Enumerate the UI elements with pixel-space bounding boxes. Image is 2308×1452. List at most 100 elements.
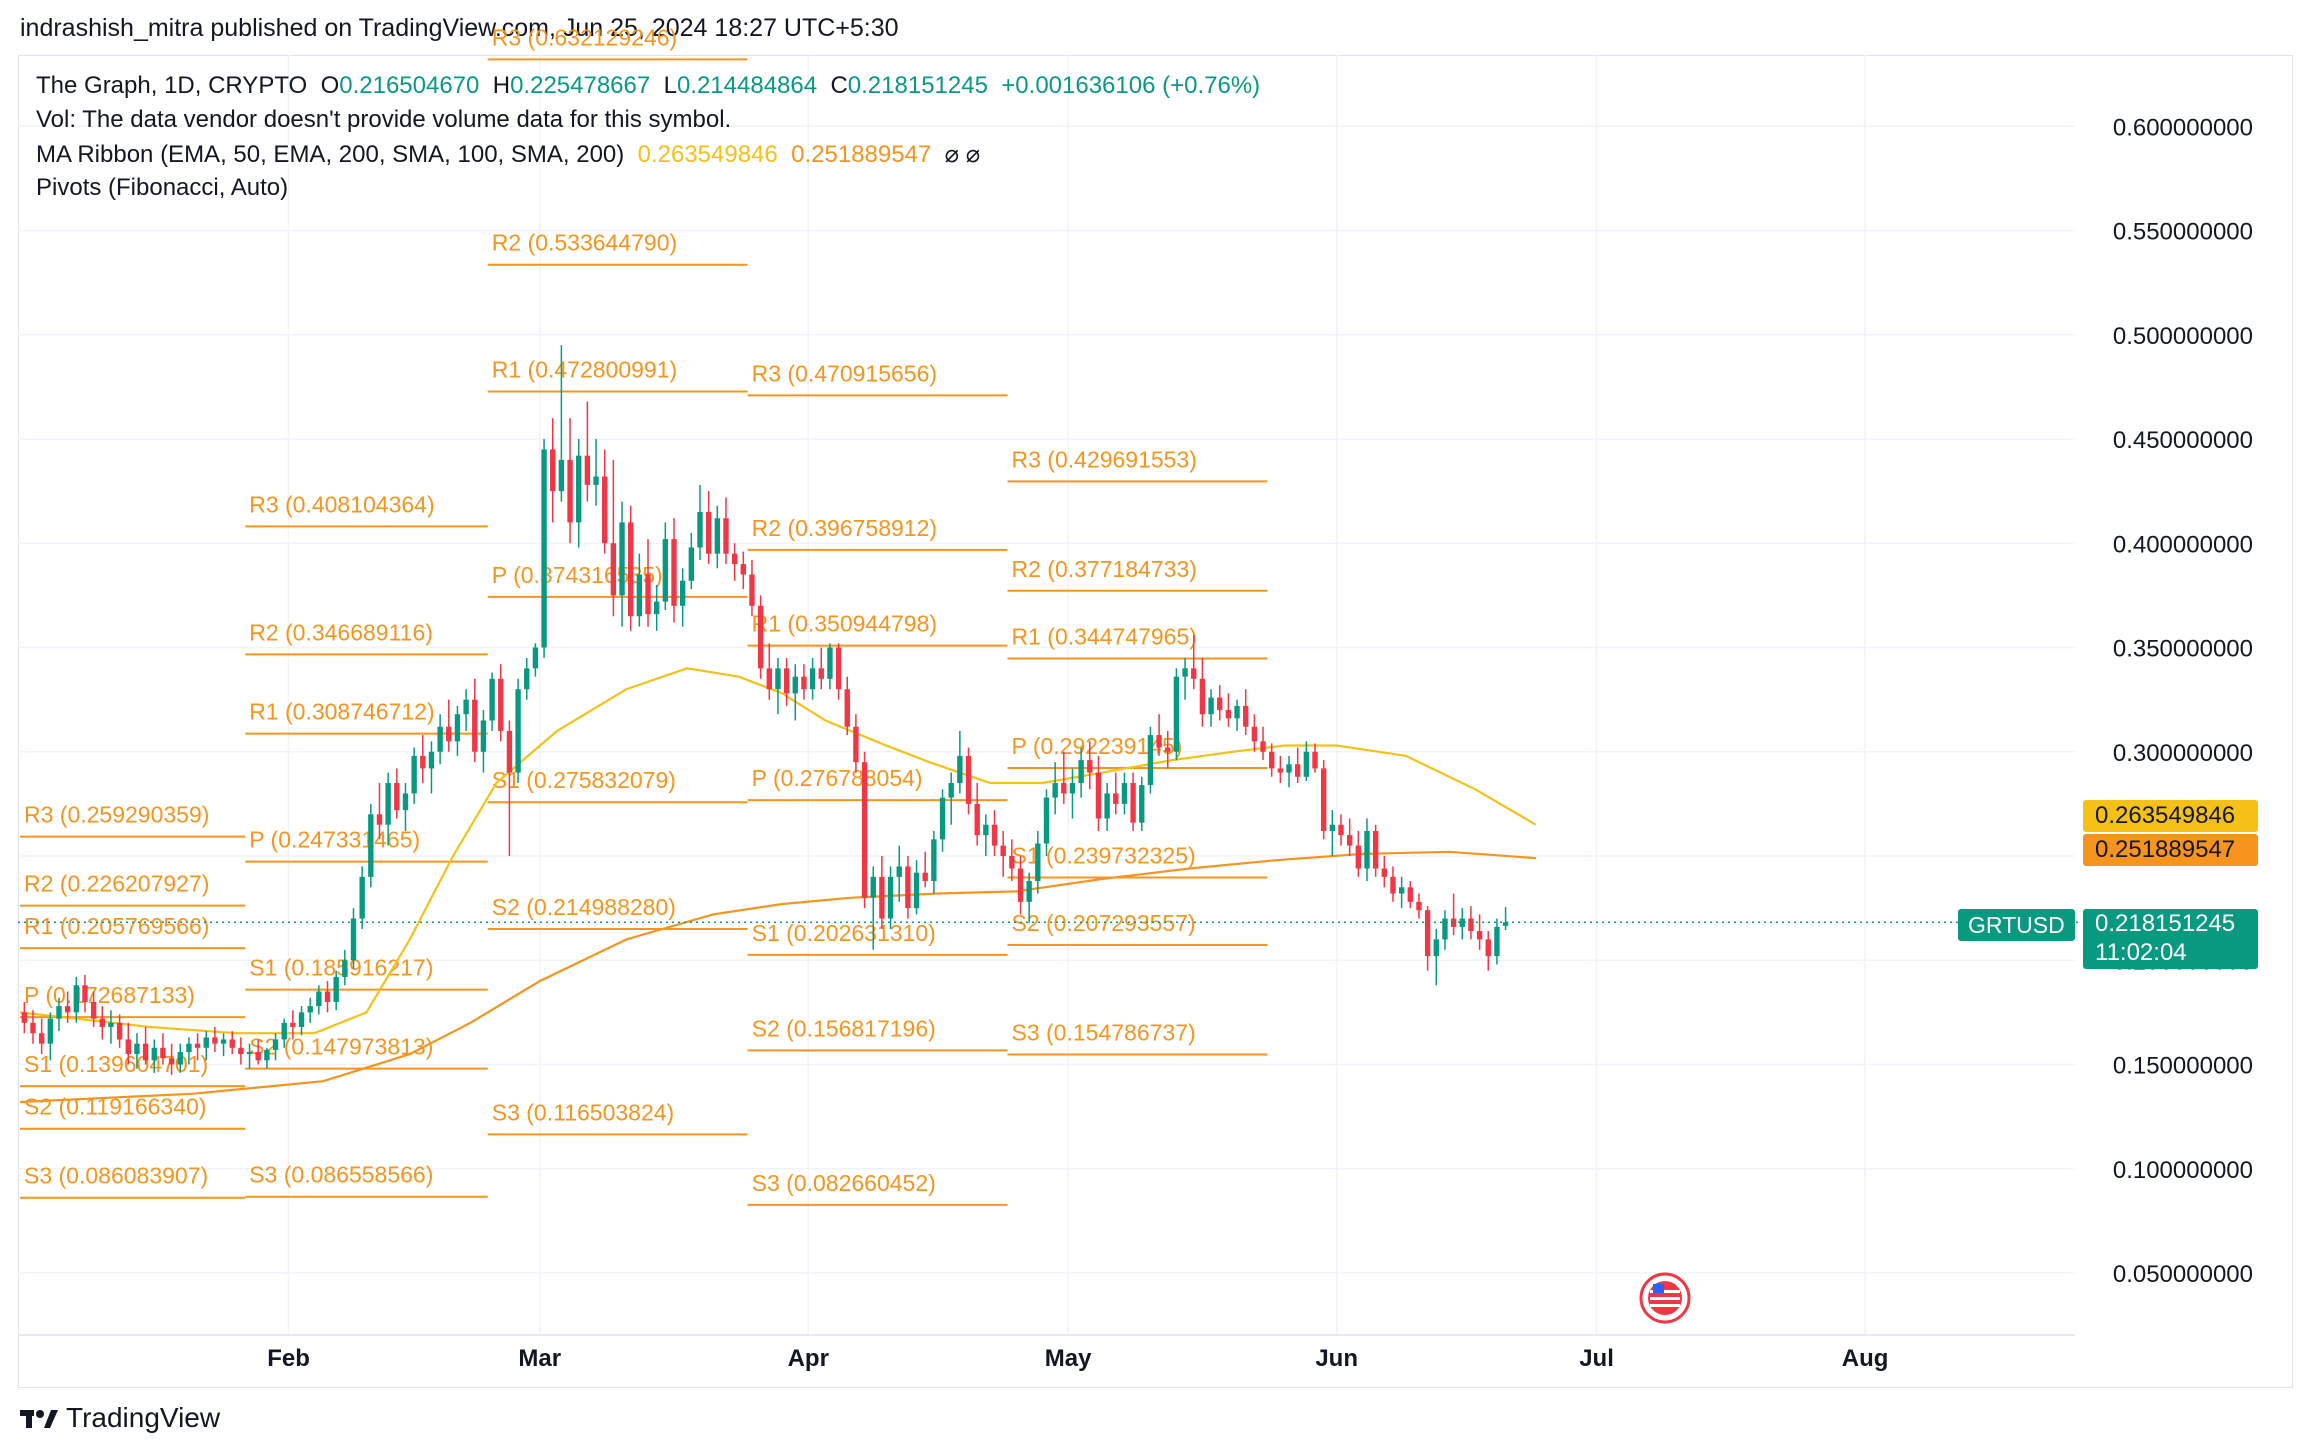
candle	[420, 735, 426, 784]
candle	[402, 783, 409, 831]
candle-body	[186, 1043, 192, 1052]
candle	[56, 997, 62, 1032]
x-tick-label: Jun	[1315, 1345, 1358, 1372]
candle-body	[939, 797, 946, 840]
candle	[272, 1033, 279, 1061]
pivot-label: S1 (0.202631310)	[752, 920, 936, 946]
pivot-label: R3 (0.408104364)	[249, 491, 434, 517]
pivot-label: S2 (0.214988280)	[492, 894, 676, 920]
candle-body	[506, 730, 513, 773]
candle	[168, 1043, 175, 1075]
candle	[333, 970, 339, 1011]
candle-body	[73, 985, 79, 1013]
candle-body	[879, 876, 885, 919]
y-tick-label: 0.500000000	[2113, 323, 2253, 350]
candle	[1191, 634, 1197, 690]
candle-body	[1502, 922, 1509, 926]
candle	[524, 657, 530, 700]
candle	[809, 657, 816, 700]
candle	[1442, 910, 1448, 950]
candle-body	[30, 1022, 36, 1034]
candle-body	[1173, 676, 1180, 752]
x-tick-label: Aug	[1842, 1345, 1889, 1372]
ma-line-1	[19, 850, 1536, 1104]
candle-body	[671, 539, 677, 606]
candle	[1139, 776, 1145, 831]
pivot-label: S1 (0.239732325)	[1012, 842, 1196, 868]
candle	[931, 830, 937, 894]
candle-body	[454, 714, 461, 742]
pivot-label: R1 (0.344747965)	[1012, 624, 1197, 650]
candle-body	[220, 1039, 227, 1044]
tradingview-logo-icon	[20, 1410, 58, 1428]
candle	[1269, 743, 1275, 777]
candle	[983, 814, 989, 856]
candle-body	[1277, 768, 1284, 773]
candle	[905, 856, 911, 919]
candle	[584, 401, 591, 502]
candle-body	[714, 518, 720, 554]
footer-brand-label: TradingView	[66, 1402, 221, 1433]
candle	[220, 1033, 227, 1057]
candle-body	[1225, 710, 1232, 719]
candle	[1286, 755, 1292, 788]
candle-body	[1026, 881, 1032, 902]
legend-pivots[interactable]: Pivots (Fibonacci, Auto)	[36, 174, 289, 201]
candle-body	[1433, 939, 1439, 957]
candle-body	[437, 726, 443, 752]
candle	[307, 997, 313, 1023]
pivot-label: R1 (0.308746712)	[249, 699, 434, 725]
candle-body	[610, 543, 617, 596]
candle-body	[1476, 931, 1483, 940]
candle	[255, 1039, 261, 1065]
pivot-label: R2 (0.226207927)	[24, 871, 209, 897]
us-flag-icon[interactable]	[1639, 1272, 1691, 1324]
candle	[688, 532, 695, 590]
candle-body	[757, 605, 764, 669]
pivot-label: R2 (0.346689116)	[249, 619, 433, 645]
legend-ma-ribbon[interactable]: MA Ribbon (EMA, 50, EMA, 200, SMA, 100, …	[36, 140, 980, 169]
candle	[887, 866, 894, 929]
candle	[1459, 908, 1465, 940]
candle	[550, 418, 556, 523]
candle-body	[991, 824, 998, 846]
candle	[1260, 726, 1266, 761]
candle	[1320, 760, 1327, 840]
pivot-label: P (0.276788054)	[752, 765, 923, 791]
candle-body	[1165, 747, 1171, 752]
pivot-label: S3 (0.086558566)	[249, 1162, 433, 1188]
chart-frame[interactable]	[18, 55, 2293, 1388]
candle	[116, 1014, 123, 1048]
x-tick-label: Jul	[1579, 1345, 1614, 1372]
candle-body	[679, 580, 686, 606]
legend-high: 0.225478667	[510, 72, 651, 99]
candle	[861, 751, 868, 909]
candle	[1009, 839, 1015, 882]
candle-body	[472, 699, 478, 752]
candle	[844, 676, 850, 736]
candle-body	[498, 678, 504, 731]
candle	[1312, 743, 1318, 773]
candle	[801, 664, 807, 700]
candle-body	[64, 1006, 71, 1013]
candle-body	[524, 668, 530, 690]
pivot-label: S1 (0.275832079)	[492, 767, 676, 793]
candle-body	[1009, 856, 1015, 869]
candle-body	[974, 803, 980, 836]
candle	[160, 1033, 166, 1065]
pivot-label: S3 (0.154786737)	[1012, 1019, 1196, 1045]
legend-close-label: C	[830, 72, 848, 99]
x-tick-label: Feb	[267, 1345, 310, 1372]
pivot-label: S1 (0.185916217)	[249, 955, 433, 981]
candle-body	[766, 668, 772, 690]
candle-body	[636, 574, 643, 617]
footer-brand[interactable]: TradingView	[20, 1402, 220, 1434]
candle	[411, 747, 417, 804]
candle	[827, 643, 833, 690]
candle	[342, 949, 348, 986]
candle-body	[1217, 697, 1223, 711]
candle	[593, 439, 599, 506]
candle-body	[1035, 843, 1041, 882]
candle-body	[1199, 678, 1206, 715]
